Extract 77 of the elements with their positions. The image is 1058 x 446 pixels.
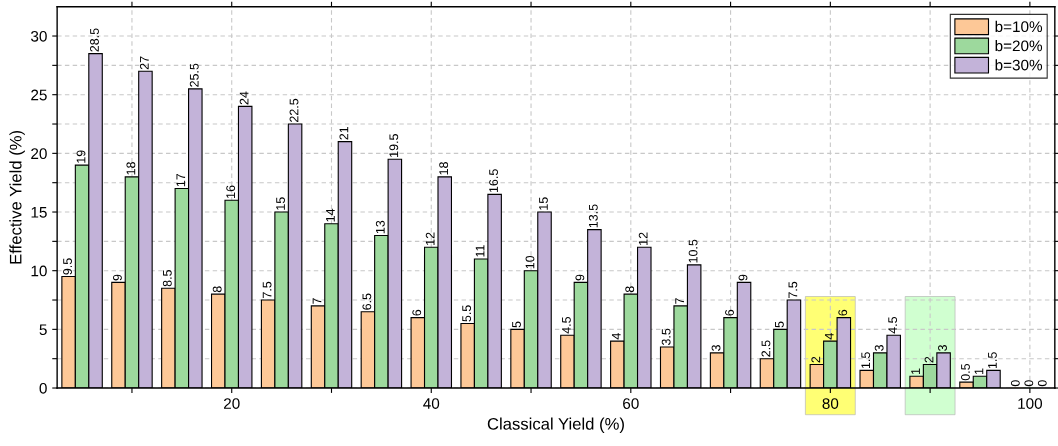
data-label: 7	[675, 298, 684, 304]
y-tick-label: 20	[31, 148, 47, 160]
data-label: 18	[439, 162, 449, 175]
data-label: 2.5	[761, 340, 771, 357]
data-label: 6.5	[362, 293, 372, 310]
y-tick-label: 30	[31, 30, 47, 42]
data-label: 27	[139, 56, 149, 70]
data-label: 12	[425, 232, 435, 245]
data-label: 7.5	[788, 281, 798, 298]
data-label: 21	[339, 126, 349, 140]
x-tick-label: 20	[224, 398, 240, 409]
data-label: 4	[611, 333, 621, 340]
legend-label: b=10%	[995, 20, 1043, 33]
x-tick-label: 60	[623, 398, 639, 409]
data-label: 0	[1010, 380, 1020, 387]
x-tick-label: 100	[1018, 398, 1043, 409]
data-label: 24	[239, 91, 249, 105]
data-label: 4.5	[562, 316, 571, 334]
data-label: 1.5	[988, 352, 997, 369]
data-label: 9.5	[63, 258, 72, 275]
data-label: 25.5	[189, 63, 199, 87]
data-label: 13	[375, 220, 385, 234]
y-tick-label: 25	[31, 89, 47, 101]
data-label: 3.5	[661, 328, 671, 346]
data-label: 9	[738, 274, 748, 281]
data-label: 4.5	[888, 316, 898, 334]
y-axis-title: Effective Yield (%)	[9, 130, 25, 264]
data-label: 5	[512, 321, 521, 328]
data-label: 12	[638, 232, 648, 245]
data-label: 10	[525, 255, 535, 269]
data-label: 6	[412, 309, 422, 316]
data-label: 2	[811, 356, 821, 363]
data-label: 13.5	[588, 204, 598, 228]
data-label: 22.5	[289, 98, 299, 122]
data-label: 18	[126, 162, 136, 175]
legend-label: b=20%	[995, 40, 1043, 52]
data-label: 28.5	[90, 28, 99, 52]
data-label: 7.5	[262, 281, 272, 298]
data-label: 1.5	[861, 352, 871, 369]
data-label: 9	[112, 274, 122, 281]
data-label: 0	[1024, 380, 1034, 387]
data-label: 0.5	[961, 363, 970, 381]
data-label: 1	[974, 368, 984, 374]
y-tick-label: 0	[39, 382, 47, 394]
data-label: 3	[874, 345, 884, 351]
y-tick-label: 15	[31, 207, 47, 218]
data-label: 3	[711, 345, 721, 351]
data-label: 5	[775, 321, 784, 328]
data-label: 6	[725, 309, 734, 316]
x-tick-label: 80	[822, 398, 839, 409]
data-label: 3	[938, 345, 947, 351]
data-label: 0	[1037, 380, 1047, 387]
y-tick-label: 5	[39, 324, 47, 336]
data-label: 19	[76, 150, 86, 163]
data-label: 4	[824, 333, 834, 340]
data-label: 11	[475, 245, 485, 257]
data-label: 19.5	[389, 134, 399, 157]
data-label: 16	[226, 185, 236, 198]
data-label: 15	[276, 197, 285, 210]
data-label: 6	[838, 309, 848, 316]
y-tick-label: 10	[31, 265, 47, 277]
data-label: 7	[312, 298, 322, 304]
data-label: 2	[924, 356, 934, 363]
legend-label: b=30%	[995, 59, 1043, 71]
data-label: 1	[911, 368, 920, 374]
data-label: 8	[212, 286, 222, 293]
data-label: 17	[176, 173, 186, 187]
data-label: 8	[625, 286, 635, 293]
data-label: 15	[539, 197, 548, 210]
data-label: 16.5	[489, 169, 498, 193]
x-axis-title: Classical Yield (%)	[487, 417, 624, 434]
data-label: 5.5	[462, 305, 472, 322]
x-tick-label: 40	[423, 398, 440, 409]
data-label: 14	[326, 208, 335, 222]
data-label: 9	[575, 274, 585, 281]
data-label: 8.5	[162, 270, 172, 287]
data-label: 10.5	[688, 239, 698, 263]
